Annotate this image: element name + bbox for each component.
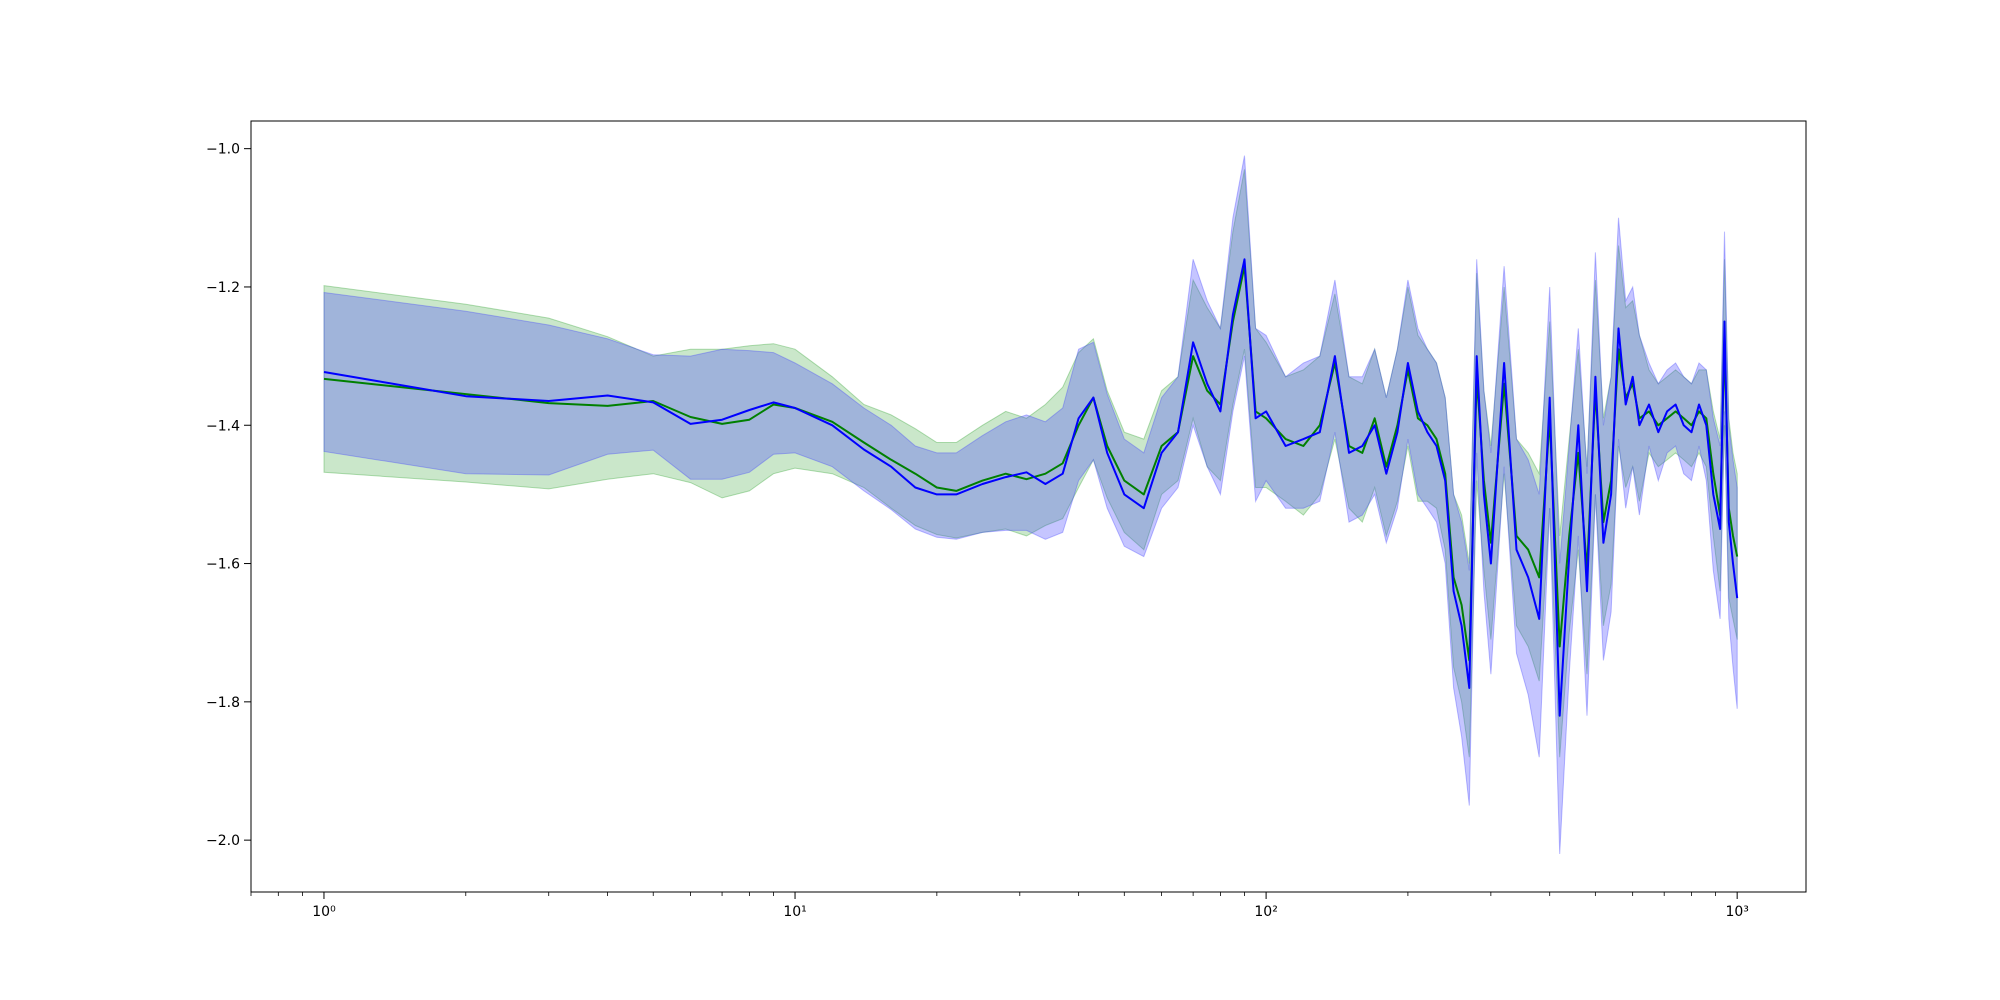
y-tick-label: −1.4 [206,418,240,434]
confidence-bands [323,155,1738,855]
x-axis-ticks: 10⁰ 10¹ 10² 10³ [250,892,1749,920]
band-green_band [323,169,1738,758]
y-tick-label: −1.0 [206,142,240,158]
y-tick-label: −1.6 [206,557,240,573]
x-tick-label: 10³ [1725,904,1748,920]
y-tick-label: −2.0 [206,833,240,849]
x-tick-label: 10⁰ [312,904,336,920]
y-tick-label: −1.2 [206,280,240,296]
series-lines [323,258,1739,717]
y-tick-label: −1.8 [206,695,240,711]
x-tick-label: 10² [1254,904,1277,920]
series-line-blue [323,258,1739,717]
plot-area-frame [250,120,1807,893]
band-blue_band [323,155,1738,855]
y-axis-ticks: −1.0 −1.2 −1.4 −1.6 −1.8 −2.0 [206,142,251,849]
x-tick-label: 10¹ [783,904,806,920]
